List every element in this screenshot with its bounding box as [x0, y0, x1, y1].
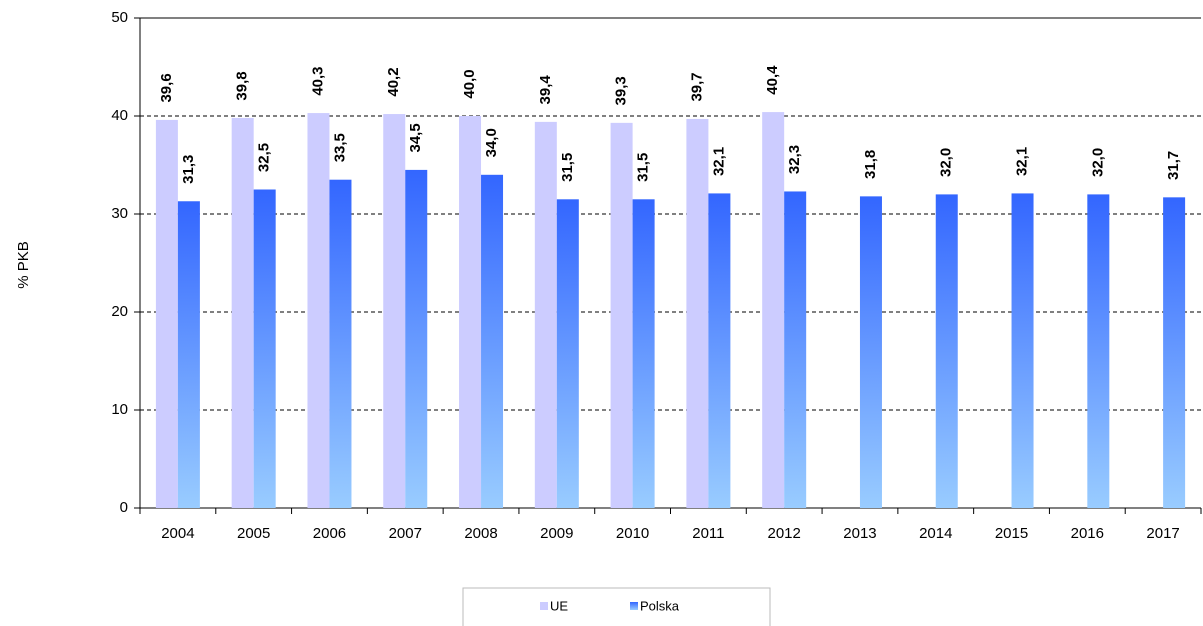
- x-tick-label: 2017: [1146, 525, 1179, 542]
- bar: [686, 118, 709, 508]
- legend-box: [462, 587, 771, 626]
- value-label: 32,0: [1089, 148, 1106, 177]
- bar: [481, 174, 504, 509]
- x-tick-label: 2005: [237, 525, 270, 542]
- x-tick-label: 2015: [995, 525, 1028, 542]
- bar: [708, 193, 731, 509]
- value-label: 34,0: [483, 128, 500, 157]
- legend-label: Polska: [640, 598, 680, 613]
- y-tick-label: 40: [111, 107, 128, 124]
- y-tick-label: 30: [111, 205, 128, 222]
- bar: [329, 179, 352, 508]
- x-tick-label: 2011: [692, 525, 724, 542]
- value-label: 31,8: [862, 150, 879, 179]
- value-label: 40,3: [309, 66, 326, 95]
- legend-swatch: [630, 602, 638, 610]
- y-tick-label: 10: [111, 401, 128, 418]
- x-tick-label: 2016: [1071, 525, 1104, 542]
- value-label: 34,5: [407, 123, 424, 152]
- y-tick-label: 50: [111, 9, 128, 26]
- bar: [177, 201, 200, 508]
- bar: [459, 116, 482, 508]
- value-label: 31,3: [180, 155, 197, 184]
- bar: [762, 112, 785, 508]
- x-tick-label: 2012: [767, 525, 800, 542]
- bar: [1011, 193, 1034, 509]
- bar: [632, 199, 655, 509]
- bar: [405, 169, 428, 508]
- value-label: 39,6: [158, 73, 175, 102]
- value-label: 39,4: [537, 75, 554, 105]
- value-label: 32,1: [1014, 147, 1031, 176]
- x-tick-label: 2006: [313, 525, 346, 542]
- bar: [556, 199, 579, 509]
- value-label: 32,1: [710, 147, 727, 176]
- y-axis-title: % PKB: [15, 241, 32, 289]
- bar: [1163, 197, 1186, 508]
- bar: [534, 121, 557, 508]
- value-label: 33,5: [331, 133, 348, 162]
- x-tick-label: 2014: [919, 525, 952, 542]
- x-tick-label: 2008: [464, 525, 497, 542]
- value-label: 32,0: [938, 148, 955, 177]
- value-label: 32,5: [256, 143, 273, 172]
- bar: [253, 189, 276, 508]
- value-label: 31,7: [1165, 151, 1182, 180]
- y-tick-label: 0: [120, 499, 128, 516]
- bar: [155, 119, 178, 509]
- x-tick-label: 2010: [616, 525, 649, 542]
- bar: [231, 117, 254, 509]
- legend-label: UE: [550, 598, 568, 613]
- bar: [784, 191, 807, 508]
- value-label: 40,0: [461, 69, 478, 98]
- value-label: 40,2: [385, 67, 402, 96]
- bar: [383, 114, 406, 508]
- y-tick-label: 20: [111, 303, 128, 320]
- value-label: 31,5: [635, 153, 652, 182]
- legend-swatch: [540, 602, 548, 610]
- value-label: 39,8: [234, 71, 251, 100]
- x-tick-label: 2009: [540, 525, 573, 542]
- value-label: 39,3: [613, 76, 630, 105]
- bar: [1087, 194, 1110, 508]
- value-label: 39,7: [688, 72, 705, 101]
- value-label: 32,3: [786, 145, 803, 174]
- x-tick-label: 2004: [161, 525, 194, 542]
- x-tick-label: 2007: [389, 525, 422, 542]
- x-tick-label: 2013: [843, 525, 876, 542]
- bar: [935, 194, 958, 508]
- value-label: 31,5: [559, 153, 576, 182]
- value-label: 40,4: [764, 65, 781, 95]
- bar: [610, 122, 633, 509]
- bar: [859, 196, 882, 509]
- bar: [307, 113, 330, 508]
